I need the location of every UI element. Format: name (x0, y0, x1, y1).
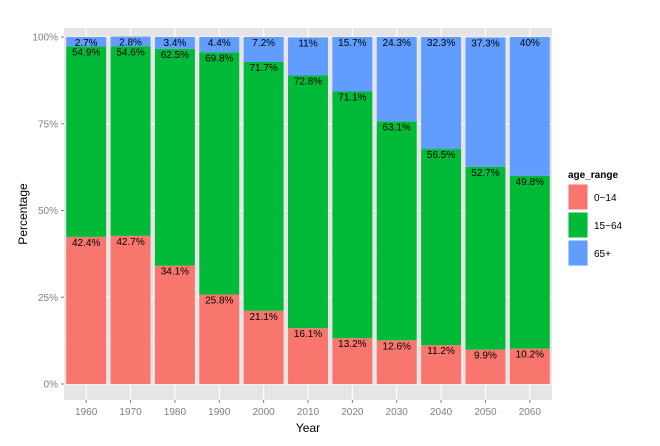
x-tick-label: 2000 (253, 407, 276, 418)
data-label: 32.3% (427, 38, 455, 49)
data-label: 16.1% (294, 329, 322, 340)
bar-segment-65- (199, 37, 240, 53)
bar-segment-15-64 (154, 48, 195, 266)
legend-swatch-0-14 (568, 184, 588, 210)
bar-segment-0-14 (199, 294, 240, 384)
data-label: 2.7% (75, 38, 98, 49)
data-label: 63.1% (383, 122, 411, 133)
x-tick-label: 2020 (341, 407, 364, 418)
bar-segment-15-64 (376, 121, 417, 341)
data-label: 49.8% (516, 177, 544, 188)
data-label: 12.6% (383, 341, 411, 352)
data-label: 62.5% (161, 50, 189, 61)
legend-label: 65+ (594, 249, 611, 260)
data-label: 13.2% (338, 339, 366, 350)
data-label: 4.4% (208, 38, 231, 49)
bar-segment-15-64 (288, 75, 328, 329)
data-label: 42.4% (72, 238, 100, 249)
bar-segment-65- (332, 37, 373, 92)
bar-segment-65- (243, 37, 284, 62)
data-label: 34.1% (161, 267, 189, 278)
data-label: 69.8% (205, 53, 233, 64)
data-label: 7.2% (252, 38, 275, 49)
bar-segment-15-64 (421, 149, 462, 346)
data-label: 11.2% (427, 346, 455, 357)
x-tick-label: 2060 (519, 407, 542, 418)
bar-segment-65- (509, 37, 550, 176)
bar-segment-65- (288, 37, 328, 76)
bar-segment-65- (465, 37, 506, 167)
legend-label: 15~64 (594, 221, 623, 232)
bar-segment-0-14 (66, 236, 107, 384)
data-label: 54.6% (116, 47, 144, 58)
x-axis-title: Year (296, 421, 320, 435)
bar-segment-65- (110, 36, 151, 47)
data-label: 3.4% (164, 38, 187, 49)
bar-segment-65- (376, 37, 417, 122)
data-label: 71.7% (249, 63, 277, 74)
bar-segment-0-14 (332, 338, 373, 384)
y-axis-ticks: 0% 25% 50% 75% 100% (32, 33, 64, 391)
bar-segment-0-14 (421, 345, 462, 384)
bar-segment-0-14 (154, 265, 195, 384)
legend-swatch-65- (568, 240, 588, 266)
x-tick-label: 1990 (208, 407, 231, 418)
bar-segment-15-64 (465, 166, 506, 350)
x-tick-label: 2030 (386, 407, 409, 418)
y-tick-label: 0% (44, 380, 59, 391)
bar-segment-15-64 (110, 46, 151, 236)
legend-swatch-15-64 (568, 212, 588, 238)
data-label: 15.7% (338, 38, 366, 49)
bar-segment-0-14 (110, 235, 151, 384)
bar-segment-65- (421, 37, 462, 150)
bar-segment-0-14 (288, 328, 328, 384)
x-axis-ticks: 1960 1970 1980 1990 2000 2010 2020 2030 2040 2050… (75, 400, 541, 418)
x-tick-label: 2050 (474, 407, 497, 418)
bar-segment-15-64 (243, 61, 284, 311)
data-label: 24.3% (383, 38, 411, 49)
bar-segment-0-14 (243, 310, 284, 384)
legend-title: age_range (568, 170, 618, 181)
data-label: 21.1% (249, 312, 277, 323)
bar-segment-0-14 (376, 340, 417, 384)
bar-segment-15-64 (199, 52, 240, 295)
data-label: 2.8% (119, 38, 142, 49)
bar-segment-65- (154, 37, 195, 49)
data-label: 52.7% (471, 168, 499, 179)
y-tick-label: 75% (38, 119, 58, 130)
data-label: 11% (298, 38, 317, 49)
data-label: 42.7% (116, 237, 144, 248)
legend: age_range 0~14 15~64 65+ (567, 170, 623, 267)
data-label: 71.1% (338, 92, 366, 103)
bar-segment-15-64 (332, 91, 373, 339)
bar-segment-15-64 (509, 175, 550, 349)
segment-labels: 42.4% 54.9%2.7% 42.7% 54.6%2.8% 34.1% 62.5%3.… (72, 38, 544, 362)
x-tick-label: 1960 (75, 407, 98, 418)
legend-label: 0~14 (594, 193, 617, 204)
data-label: 37.3% (471, 38, 499, 49)
bar-segment-0-14 (509, 348, 550, 384)
data-label: 56.5% (427, 150, 455, 161)
data-label: 54.9% (72, 47, 100, 58)
data-label: 25.8% (205, 295, 233, 306)
bar-segment-15-64 (66, 46, 107, 237)
y-tick-label: 50% (38, 206, 58, 217)
x-tick-label: 1970 (119, 407, 142, 418)
x-tick-label: 1980 (164, 407, 187, 418)
data-label: 40% (520, 38, 540, 49)
x-tick-label: 2040 (430, 407, 453, 418)
y-axis-title: Percentage (16, 183, 30, 245)
bars (66, 36, 550, 384)
bar-segment-0-14 (465, 349, 506, 384)
y-tick-label: 25% (38, 293, 58, 304)
bar-segment-65- (66, 37, 107, 47)
data-label: 72.8% (294, 77, 322, 88)
x-tick-label: 2010 (297, 407, 320, 418)
data-label: 10.2% (516, 350, 544, 361)
data-label: 9.9% (474, 351, 497, 362)
y-tick-label: 100% (32, 33, 58, 44)
